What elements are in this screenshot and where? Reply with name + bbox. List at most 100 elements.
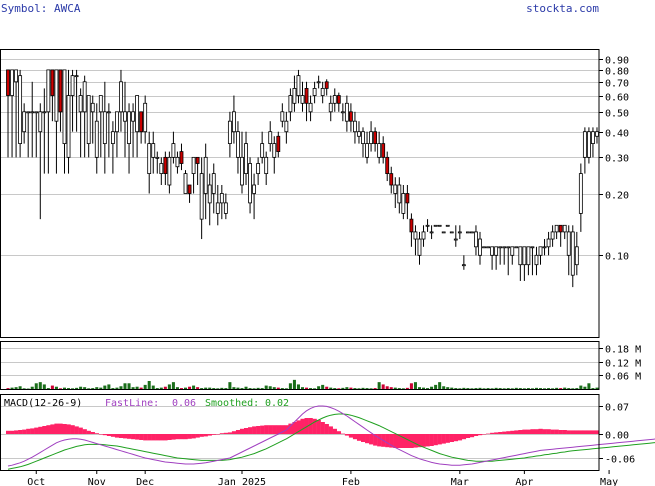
macd-histogram-bar — [252, 426, 257, 434]
volume-bar — [591, 388, 595, 389]
candle-body — [389, 173, 394, 186]
volume-bar — [111, 388, 115, 389]
fastline-value: 0.06 — [172, 398, 196, 409]
macd-histogram-bar — [207, 434, 212, 436]
macd-histogram-bar — [191, 434, 196, 439]
month-tick-label: Mar — [451, 477, 469, 486]
candle-body — [179, 151, 184, 164]
volume-bar — [268, 386, 272, 389]
candle-body — [155, 156, 160, 159]
macd-histogram-bar — [437, 434, 442, 445]
volume-bar — [325, 386, 329, 389]
volume-bar — [543, 388, 547, 389]
macd-histogram-bar — [356, 434, 362, 441]
volume-bar — [220, 387, 224, 389]
candle-body — [62, 69, 67, 145]
macd-histogram-bar — [122, 434, 128, 439]
volume-bar — [422, 387, 426, 389]
volume-bar — [216, 388, 220, 389]
candle-body — [18, 75, 23, 145]
volume-bar — [248, 388, 252, 389]
volume-bar — [10, 387, 14, 389]
macd-histogram-bar — [118, 434, 124, 438]
volume-bar — [232, 387, 236, 389]
candle-body — [135, 95, 140, 133]
candle-body — [151, 143, 156, 158]
candle-body — [502, 246, 507, 249]
candle-body — [223, 202, 228, 214]
volume-bar — [276, 387, 280, 389]
candle-body — [340, 111, 345, 114]
volume-bar — [373, 388, 377, 389]
volume-bar — [256, 387, 260, 389]
macd-histogram-bar — [324, 424, 329, 434]
volume-bar — [71, 388, 75, 389]
candle-body — [449, 231, 454, 234]
volume-bar — [575, 388, 579, 389]
volume-bar — [333, 388, 337, 389]
volume-bar — [498, 388, 502, 389]
candle-body — [272, 143, 277, 158]
candle-body — [159, 163, 164, 175]
volume-bar — [583, 386, 587, 389]
smoothed-value: 0.02 — [265, 398, 289, 409]
macd-histogram-bar — [280, 425, 285, 434]
volume-bar — [357, 388, 361, 389]
volume-bar — [159, 387, 163, 389]
candle-body — [264, 156, 269, 175]
candle-body — [457, 231, 462, 234]
volume-bar — [296, 384, 300, 389]
candle-body — [98, 95, 103, 113]
macd-histogram-bar — [34, 427, 39, 434]
candle-body — [558, 224, 563, 233]
macd-histogram-bar — [248, 427, 253, 434]
candle-body — [244, 143, 248, 175]
macd-histogram-bar — [550, 429, 555, 434]
panel-frame — [0, 394, 600, 471]
volume-bar — [292, 379, 296, 389]
month-tick-label: May — [600, 477, 618, 486]
month-tick-label: Nov — [88, 477, 106, 486]
volume-bar — [385, 386, 389, 389]
volume-bar — [361, 387, 365, 389]
macd-histogram-bar — [441, 434, 446, 444]
volume-bar — [567, 388, 571, 389]
candle-body — [429, 231, 434, 234]
volume-bar — [123, 383, 127, 389]
volume-bar — [430, 386, 434, 389]
candle-body — [143, 102, 148, 133]
candle-body — [591, 131, 595, 145]
candle-body — [207, 184, 212, 204]
candle-body — [119, 81, 123, 113]
macd-title: MACD(12-26-9) — [4, 398, 82, 409]
volume-bar — [405, 387, 409, 389]
volume-bar — [571, 388, 575, 389]
volume-bar — [474, 388, 478, 389]
macd-histogram-bar — [264, 425, 269, 434]
volume-bar — [34, 383, 38, 389]
volume-bar — [204, 387, 208, 389]
macd-histogram-bar — [477, 434, 483, 436]
macd-histogram-bar — [510, 430, 515, 434]
volume-bar — [579, 385, 583, 389]
candle-body — [353, 120, 357, 133]
candle-body — [546, 238, 551, 248]
candle-body — [421, 231, 426, 240]
macd-histogram-bar — [195, 434, 200, 438]
site-label: stockta.com — [526, 2, 599, 15]
volume-bar — [341, 387, 345, 389]
volume-bar — [365, 388, 369, 389]
price-tick-label: 0.40 — [605, 129, 629, 140]
macd-histogram-bar — [352, 434, 358, 440]
candle-body — [82, 81, 87, 113]
volume-bar — [389, 387, 393, 389]
macd-histogram-bar — [417, 434, 422, 448]
macd-histogram-bar — [187, 434, 192, 439]
volume-bar — [369, 388, 373, 389]
candle-body — [6, 69, 10, 96]
candle-body — [195, 156, 200, 164]
volume-bar — [38, 382, 42, 389]
volume-bar — [284, 388, 288, 389]
candle-body — [336, 95, 341, 104]
